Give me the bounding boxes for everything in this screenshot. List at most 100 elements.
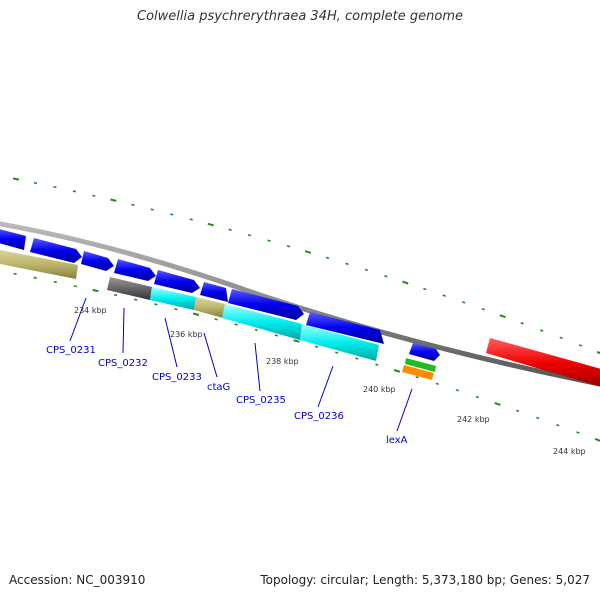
topology-text: Topology: circular; Length: 5,373,180 bp…: [260, 573, 590, 587]
scale-tick: [73, 285, 78, 288]
scale-tick: [154, 303, 158, 306]
scale-tick: [12, 177, 20, 181]
scale-tick: [375, 363, 379, 366]
scale-tick: [274, 334, 279, 337]
gray-feature: [107, 277, 152, 300]
scale-tick: [539, 329, 544, 332]
leader-line: [396, 388, 413, 432]
scale-tick: [536, 416, 540, 420]
scale-tick: [576, 431, 580, 434]
scale-tick: [393, 369, 401, 373]
cds-lane-forward: [0, 229, 440, 361]
scale-tick: [325, 256, 330, 260]
scale-tick: [92, 288, 99, 293]
orange-feature: [402, 365, 434, 380]
scale-tick: [110, 198, 117, 202]
scale-tick: [13, 272, 17, 275]
scale-tick: [92, 194, 96, 197]
scale-tick: [293, 339, 300, 343]
cds-arrow: [306, 312, 384, 344]
scale-tick: [53, 186, 57, 189]
cyan-feature: [150, 287, 196, 310]
khaki-feature: [194, 297, 225, 318]
gene-label-cps-0232[interactable]: CPS_0232: [98, 358, 148, 369]
leader-line: [69, 297, 87, 342]
scale-tick: [247, 234, 252, 237]
scale-tick: [423, 287, 427, 291]
gene-leader-lines: [69, 297, 413, 432]
leader-line: [122, 307, 125, 354]
red-feature: [486, 338, 600, 387]
kbp-label-240: 240 kbp: [363, 385, 396, 394]
scale-tick: [462, 301, 466, 304]
scale-tick: [174, 308, 178, 311]
scale-tick: [556, 423, 560, 427]
scale-tick: [304, 250, 312, 254]
scale-tick: [455, 389, 459, 392]
kbp-label-242: 242 kbp: [457, 415, 490, 424]
gene-label-cps-0236[interactable]: CPS_0236: [294, 411, 344, 422]
cds-arrow: [154, 270, 200, 293]
scale-tick: [228, 228, 232, 231]
scale-tick: [402, 280, 409, 285]
outer-tick-ring: [12, 177, 600, 355]
scale-tick: [72, 190, 77, 193]
green-feature: [405, 358, 436, 372]
leader-line: [317, 365, 334, 408]
genome-backbone: [0, 221, 600, 387]
gene-label-cps-0235[interactable]: CPS_0235: [236, 395, 286, 406]
leader-line: [164, 317, 178, 368]
scale-tick: [267, 239, 271, 242]
scale-tick: [494, 401, 501, 406]
leader-line: [203, 332, 218, 378]
cds-arrow: [200, 282, 228, 302]
scale-tick: [234, 323, 238, 326]
scale-tick: [131, 203, 135, 206]
cds-arrow: [228, 289, 304, 320]
kbp-label-236: 236 kbp: [170, 330, 203, 339]
kbp-label-244: 244 kbp: [553, 447, 586, 456]
gene-label-lexa[interactable]: lexA: [386, 435, 408, 446]
scale-tick: [345, 262, 349, 266]
scale-tick: [364, 268, 369, 272]
kbp-label-234: 234 kbp: [74, 306, 107, 315]
scale-tick: [520, 322, 524, 325]
scale-tick: [594, 437, 600, 442]
scale-tick: [335, 351, 339, 354]
cyan-feature: [300, 324, 379, 361]
gene-label-cps-0231[interactable]: CPS_0231: [46, 345, 96, 356]
scale-tick: [442, 294, 446, 297]
map-title: Colwellia psychrerythraea 34H, complete …: [137, 9, 463, 24]
scale-tick: [207, 222, 214, 227]
scale-tick: [596, 350, 600, 355]
gene-label-cps-0233[interactable]: CPS_0233: [152, 372, 202, 383]
gene-labels: CPS_0231 CPS_0232 CPS_0233 ctaG CPS_0235…: [46, 345, 408, 446]
scale-tick: [515, 409, 520, 413]
scale-tick: [314, 345, 319, 348]
cds-arrow: [409, 343, 440, 361]
scale-tick: [53, 280, 57, 284]
inner-tick-ring: [13, 272, 600, 442]
scale-tick: [113, 293, 118, 297]
scale-tick: [33, 181, 38, 185]
cds-arrow: [114, 259, 156, 281]
scale-tick: [475, 395, 480, 399]
scale-tick: [559, 336, 563, 340]
cds-arrow: [0, 229, 26, 250]
scale-tick: [355, 357, 359, 360]
kbp-label-238: 238 kbp: [266, 357, 299, 366]
leader-line: [254, 342, 261, 392]
scale-tick: [384, 274, 388, 278]
gene-label-ctag[interactable]: ctaG: [207, 382, 230, 393]
scale-tick: [33, 276, 37, 279]
scale-tick: [150, 208, 154, 211]
scale-tick: [435, 382, 439, 385]
scale-tick: [170, 213, 174, 216]
kbp-labels: 234 kbp 236 kbp 238 kbp 240 kbp 242 kbp …: [74, 306, 586, 456]
scale-tick: [134, 298, 138, 301]
scale-tick: [192, 312, 200, 316]
scale-tick: [415, 376, 419, 379]
feature-lane-secondary: [0, 249, 600, 387]
